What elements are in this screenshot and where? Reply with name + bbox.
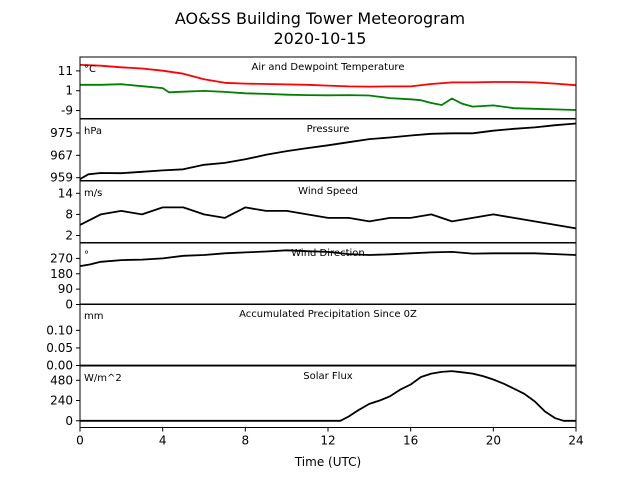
panel-1-unit-label: °C	[84, 64, 96, 75]
x-axis: 0 4 8 12 16 20 24	[76, 427, 584, 448]
panel-6: 0 240 480 W/m^2 Solar Flux	[50, 365, 577, 428]
panel-6-title: Solar Flux	[303, 371, 353, 382]
panel-4-y-tick-label: 0	[65, 298, 73, 312]
x-tick-label: 4	[159, 434, 167, 448]
panel-2-y-tick-label: 967	[50, 148, 73, 162]
panel-2-unit-label: hPa	[84, 126, 102, 137]
panel-5: 0.00 0.05 0.10 mm Accumulated Precipitation …	[46, 303, 577, 373]
panel-3-y-tick-label: 14	[58, 186, 73, 200]
x-tick-label: 20	[486, 434, 501, 448]
panel-6-unit-label: W/m^2	[84, 373, 122, 384]
panel-4-y-tick-label: 270	[50, 251, 73, 265]
panel-2-series-1-line	[79, 122, 577, 180]
chart-subtitle: 2020-10-15	[274, 29, 367, 48]
x-tick-label: 24	[568, 434, 583, 448]
panel-3: 2 8 14 m/s Wind Speed	[58, 180, 577, 243]
panel-2: 959 967 975 hPa Pressure	[50, 118, 577, 185]
panel-2-y-tick-label: 975	[50, 126, 73, 140]
panel-1-series-1-line	[79, 64, 577, 88]
panel-3-y-tick-label: 8	[65, 207, 73, 221]
panel-5-title: Accumulated Precipitation Since 0Z	[239, 309, 417, 320]
panel-1-series-2-line	[80, 83, 577, 111]
panel-5-y-tick-label: 0.05	[46, 341, 73, 355]
panel-3-series-1-line	[79, 206, 577, 230]
panel-5-unit-label: mm	[84, 311, 103, 322]
panel-4-unit-label: °	[84, 250, 89, 261]
x-tick-label: 0	[76, 434, 84, 448]
panel-5-y-tick-label: 0.00	[46, 359, 73, 373]
panel-3-unit-label: m/s	[84, 188, 102, 199]
panel-3-title: Wind Speed	[298, 186, 358, 197]
panel-6-y-tick-label: 240	[50, 394, 73, 408]
chart-title: AO&SS Building Tower Meteorogram	[175, 9, 465, 28]
x-tick-label: 12	[320, 434, 335, 448]
panel-4-series-1-line	[79, 249, 577, 267]
panel-2-y-tick-label: 959	[50, 171, 73, 185]
panel-3-y-tick-label: 2	[65, 228, 73, 242]
panel-1-y-tick-label: -9	[61, 104, 73, 118]
panel-2-title: Pressure	[307, 124, 350, 135]
panel-1-y-tick-label: 11	[58, 64, 73, 78]
panel-1-y-tick-label: 1	[65, 84, 73, 98]
panel-6-y-tick-label: 480	[50, 373, 73, 387]
x-tick-label: 8	[242, 434, 250, 448]
panel-4-y-tick-label: 90	[58, 282, 73, 296]
panel-1-title: Air and Dewpoint Temperature	[252, 62, 405, 73]
panel-5-y-tick-label: 0.10	[46, 323, 73, 337]
panel-6-y-tick-label: 0	[65, 414, 73, 428]
x-tick-label: 16	[403, 434, 418, 448]
panel-4-title: Wind Direction	[291, 248, 365, 259]
x-axis-label: Time (UTC)	[294, 455, 361, 469]
panel-4-y-tick-label: 180	[50, 267, 73, 281]
panel-6-series-1-line	[80, 370, 576, 422]
